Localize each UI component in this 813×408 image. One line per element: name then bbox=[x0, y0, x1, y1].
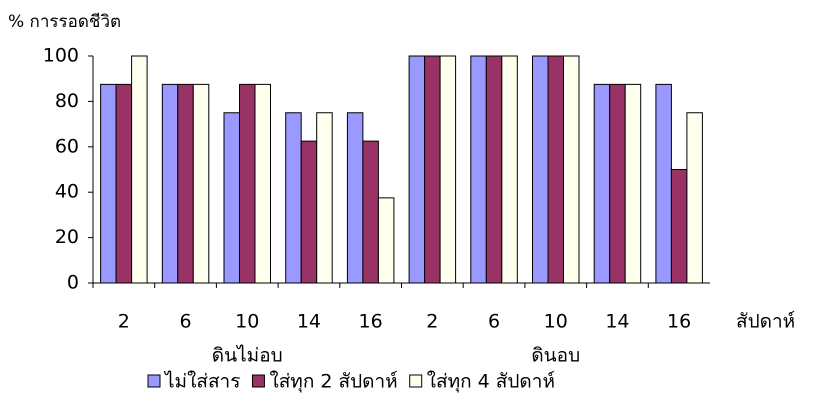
bar bbox=[593, 83, 611, 284]
x-tick-label: 14 bbox=[297, 311, 321, 333]
y-tick-label: 60 bbox=[55, 135, 79, 157]
legend-swatch bbox=[251, 374, 265, 388]
bar bbox=[115, 83, 133, 284]
y-tick-label: 80 bbox=[55, 90, 79, 112]
bar bbox=[346, 112, 364, 284]
bar bbox=[192, 83, 210, 284]
y-tick-label: 0 bbox=[67, 272, 79, 294]
bar bbox=[485, 55, 503, 284]
y-tick-label: 100 bbox=[43, 45, 79, 67]
x-tick-label: 16 bbox=[667, 311, 691, 333]
bar bbox=[501, 55, 518, 284]
bar bbox=[239, 83, 256, 284]
bar bbox=[285, 112, 302, 284]
bar bbox=[624, 83, 642, 284]
bar bbox=[563, 55, 580, 284]
bar bbox=[254, 83, 271, 284]
bar bbox=[609, 83, 626, 284]
bar bbox=[408, 55, 426, 284]
bar bbox=[655, 83, 672, 284]
x-tick-label: 2 bbox=[118, 311, 130, 333]
bar bbox=[223, 112, 240, 284]
bar bbox=[300, 140, 318, 284]
x-tick-label: 10 bbox=[544, 311, 568, 333]
bar bbox=[377, 197, 395, 284]
bar bbox=[670, 169, 688, 284]
y-axis-label: % การรอดชีวิต bbox=[8, 12, 121, 32]
x-tick-label: 6 bbox=[488, 311, 500, 333]
legend-label: ใส่ทุก 2 สัปดาห์ bbox=[269, 371, 397, 394]
x-tick-label: 16 bbox=[359, 311, 383, 333]
x-tick-label: 2 bbox=[426, 311, 438, 333]
bar bbox=[686, 112, 703, 284]
legend-swatch bbox=[147, 374, 161, 388]
bar bbox=[177, 83, 194, 284]
bar bbox=[547, 55, 564, 284]
bar bbox=[362, 140, 379, 284]
bar bbox=[439, 55, 457, 284]
x-tick-label: 14 bbox=[605, 311, 629, 333]
y-tick-label: 40 bbox=[55, 181, 79, 203]
bar bbox=[100, 83, 117, 284]
bar bbox=[131, 55, 148, 284]
legend-label: ไม่ใส่สาร bbox=[163, 371, 240, 393]
bar bbox=[532, 55, 549, 284]
y-tick-label: 20 bbox=[55, 226, 79, 248]
bar bbox=[161, 83, 179, 284]
bar bbox=[316, 112, 333, 284]
legend-swatch bbox=[409, 374, 423, 388]
group-label: ดินไม่อบ bbox=[212, 345, 283, 367]
group-label: ดินอบ bbox=[531, 345, 580, 367]
legend-label: ใส่ทุก 4 สัปดาห์ bbox=[427, 371, 555, 394]
bar bbox=[424, 55, 441, 284]
x-tick-label: 6 bbox=[180, 311, 192, 333]
bar bbox=[470, 55, 487, 284]
x-tick-label: 10 bbox=[235, 311, 259, 333]
x-axis-label: สัปดาห์ bbox=[736, 311, 795, 333]
